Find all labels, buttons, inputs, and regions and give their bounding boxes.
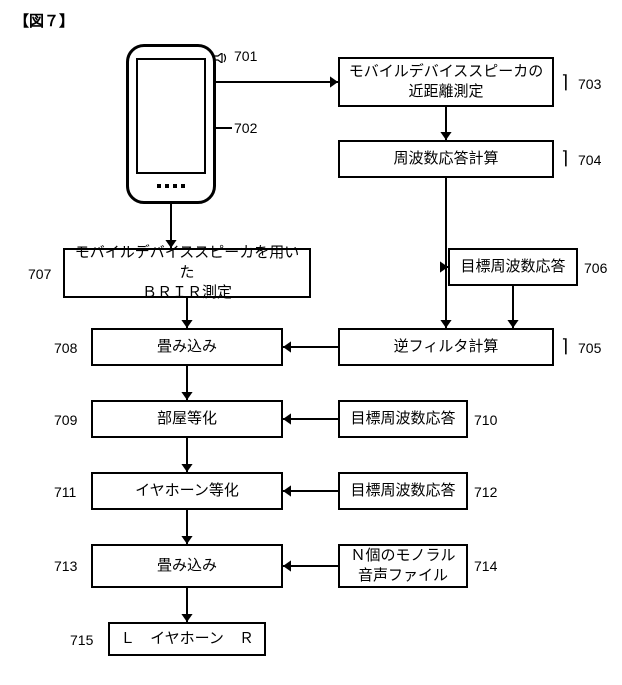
label-705: 705 — [578, 340, 601, 356]
box-710: 目標周波数応答 — [338, 400, 468, 438]
label-712: 712 — [474, 484, 497, 500]
box-711: イヤホーン等化 — [91, 472, 283, 510]
label-701: 701 — [234, 48, 257, 64]
label-715: 715 — [70, 632, 93, 648]
box-703: モバイルデバイススピーカの近距離測定 — [338, 57, 554, 107]
brace-icon: ⌉ — [560, 148, 571, 169]
phone-screen — [136, 58, 206, 174]
label-708: 708 — [54, 340, 77, 356]
phone-speaker-icon — [214, 50, 228, 68]
phone-home-dots — [156, 184, 186, 188]
label-713: 713 — [54, 558, 77, 574]
box-707: モバイルデバイススピーカを用いたＢＲＩＲ測定 — [63, 248, 311, 298]
label-706: 706 — [584, 260, 607, 276]
box-706: 目標周波数応答 — [448, 248, 578, 286]
label-711: 711 — [54, 484, 76, 500]
figure-title: 【図７】 — [14, 10, 74, 31]
box-712: 目標周波数応答 — [338, 472, 468, 510]
label-702: 702 — [234, 120, 257, 136]
box-714: Ｎ個のモノラル音声ファイル — [338, 544, 468, 588]
box-713: 畳み込み — [91, 544, 283, 588]
box-705: 逆フィルタ計算 — [338, 328, 554, 366]
label-714: 714 — [474, 558, 497, 574]
label-709: 709 — [54, 412, 77, 428]
label-707: 707 — [28, 266, 51, 282]
label-704: 704 — [578, 152, 601, 168]
box-708: 畳み込み — [91, 328, 283, 366]
label-703: 703 — [578, 76, 601, 92]
box-709: 部屋等化 — [91, 400, 283, 438]
label-710: 710 — [474, 412, 497, 428]
brace-icon: ⌉ — [560, 336, 571, 357]
brace-icon: ⌉ — [560, 72, 571, 93]
box-704: 周波数応答計算 — [338, 140, 554, 178]
box-715: Ｌ イヤホーン Ｒ — [108, 622, 266, 656]
